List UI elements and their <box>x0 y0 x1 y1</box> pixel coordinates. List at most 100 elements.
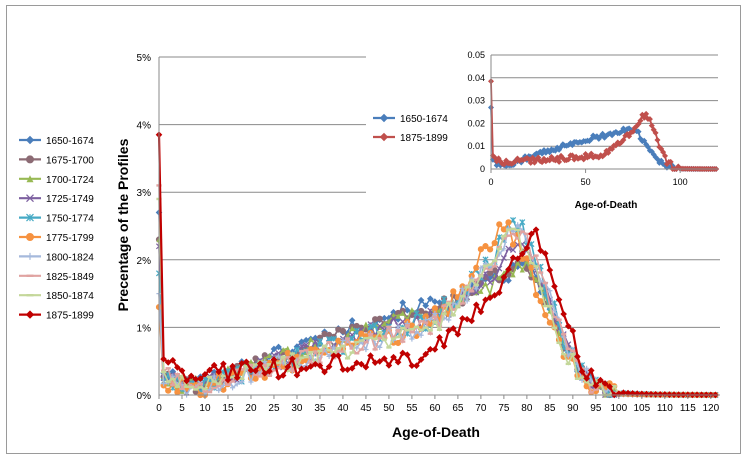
main-legend-item: 1775-1799 <box>19 233 94 244</box>
main-data-point <box>330 352 338 359</box>
main-data-point <box>431 298 439 305</box>
main-data-point <box>243 358 250 366</box>
inset-y-tick-label: 0 <box>480 164 485 174</box>
main-data-point <box>285 356 291 359</box>
main-data-point <box>225 383 231 387</box>
main-data-point <box>417 296 425 304</box>
inset-data-point <box>641 137 648 144</box>
main-data-point <box>588 383 594 387</box>
main-data-point <box>339 366 347 373</box>
main-data-point <box>491 292 498 299</box>
main-data-point <box>464 298 470 304</box>
main-data-point <box>252 355 259 362</box>
inset-x-tick-label: 0 <box>488 177 493 187</box>
main-data-point <box>400 326 406 330</box>
main-data-point <box>229 380 236 383</box>
main-data-point <box>376 315 383 322</box>
main-data-point <box>491 276 498 283</box>
main-data-point <box>515 222 521 228</box>
main-data-point <box>431 305 439 312</box>
inset-data-point <box>605 149 612 156</box>
main-data-point <box>262 356 268 362</box>
main-data-point <box>459 285 466 291</box>
main-y-tick-label: 5% <box>137 53 152 64</box>
main-x-tick-label: 100 <box>610 403 627 414</box>
main-data-point <box>446 317 452 323</box>
main-legend-marker <box>25 135 35 145</box>
main-data-point <box>570 352 576 356</box>
main-data-point <box>164 359 172 366</box>
main-legend-item: 1650-1674 <box>19 135 94 147</box>
main-data-point <box>197 375 204 382</box>
main-data-point <box>211 386 217 390</box>
main-data-point <box>395 329 401 332</box>
inset-data-point <box>660 149 667 156</box>
inset-data-point <box>662 152 669 159</box>
main-x-tick-label: 15 <box>222 403 234 414</box>
main-data-point <box>238 360 246 367</box>
main-data-point <box>477 308 485 316</box>
main-data-point <box>247 366 255 374</box>
main-x-tick-label: 95 <box>590 403 602 414</box>
main-x-tick-label: 90 <box>567 403 579 414</box>
main-data-point <box>426 295 434 303</box>
main-data-point <box>528 230 535 238</box>
inset-data-point <box>643 110 650 117</box>
main-data-point <box>565 353 571 359</box>
main-data-point <box>579 376 585 379</box>
main-data-point <box>528 257 535 260</box>
main-data-point <box>556 318 562 321</box>
main-data-point <box>386 346 392 349</box>
main-data-point <box>478 274 484 278</box>
main-legend-label: 1850-1874 <box>46 291 94 302</box>
main-x-tick-label: 120 <box>702 403 719 414</box>
main-data-point <box>349 335 356 342</box>
main-data-point <box>496 247 502 251</box>
main-data-point <box>289 369 295 372</box>
inset-data-point <box>569 152 576 159</box>
inset-data-point <box>654 156 661 163</box>
main-data-point <box>473 278 479 281</box>
main-data-point <box>312 360 319 368</box>
main-legend-marker <box>26 274 34 277</box>
main-data-point <box>431 346 439 353</box>
main-legend-item: 1850-1874 <box>19 291 94 302</box>
main-data-point <box>215 368 223 376</box>
main-data-point <box>449 325 457 332</box>
main-data-point <box>183 377 190 385</box>
main-data-point <box>252 375 259 382</box>
main-data-point <box>565 347 571 351</box>
inset-data-point <box>645 144 652 151</box>
main-data-point <box>482 267 489 270</box>
main-data-point <box>160 381 167 387</box>
main-data-point <box>266 368 273 375</box>
main-data-point <box>505 277 512 284</box>
main-data-point <box>201 371 209 378</box>
main-x-tick-label: 35 <box>314 403 326 414</box>
inset-data-point <box>648 122 655 129</box>
main-x-tick-label: 115 <box>680 403 696 414</box>
main-data-point <box>427 329 433 332</box>
main-data-point <box>377 344 383 350</box>
main-data-point <box>275 343 282 351</box>
main-data-point <box>381 321 387 327</box>
main-data-point <box>584 380 590 384</box>
main-data-point <box>413 329 420 335</box>
inset-data-point <box>637 117 644 124</box>
inset-series-group <box>487 78 720 173</box>
main-data-point <box>165 367 171 370</box>
main-data-point <box>335 337 342 344</box>
main-data-point <box>409 307 415 313</box>
main-data-point <box>372 348 378 351</box>
inset-legend-label: 1875-1899 <box>400 133 448 144</box>
main-x-tick-label: 40 <box>337 403 349 414</box>
main-data-point <box>303 341 310 348</box>
main-data-point <box>496 275 502 281</box>
main-data-point <box>170 383 176 387</box>
main-data-point <box>409 327 415 331</box>
main-data-point <box>165 387 172 394</box>
main-data-point <box>426 345 434 353</box>
main-data-point <box>450 308 456 311</box>
main-data-point <box>354 345 360 351</box>
main-data-point <box>459 294 466 298</box>
